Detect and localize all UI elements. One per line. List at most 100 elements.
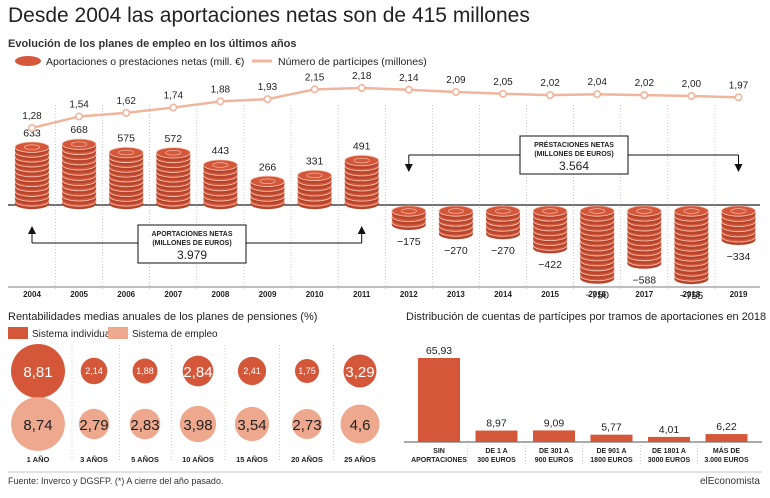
coin-stack-2018 bbox=[674, 205, 709, 220]
arrow-up-icon bbox=[28, 226, 36, 234]
coin-stack-2015 bbox=[532, 205, 568, 220]
period-label: 10 AÑOS bbox=[182, 455, 214, 464]
return-value-label: 2,14 bbox=[85, 366, 103, 376]
bar-value-label: −755 bbox=[680, 290, 704, 302]
participes-point bbox=[404, 85, 413, 94]
page-title: Desde 2004 las aportaciones netas son de… bbox=[8, 4, 530, 27]
bar-value-label: −422 bbox=[538, 259, 562, 271]
legend-individual-label: Sistema individual bbox=[32, 329, 113, 340]
participes-point bbox=[734, 93, 743, 102]
distribution-value-label: 65,93 bbox=[426, 345, 452, 357]
coin-stack-2005 bbox=[61, 138, 97, 153]
participes-value-label: 2,05 bbox=[493, 77, 513, 88]
return-bubble-empleo bbox=[179, 405, 217, 443]
participes-value-label: 1,97 bbox=[729, 80, 749, 91]
return-bubble-empleo bbox=[78, 408, 110, 440]
distribution-value-label: 6,22 bbox=[716, 421, 737, 433]
distribution-category-label: APORTACIONES bbox=[411, 457, 467, 464]
return-value-label: 2,79 bbox=[79, 417, 108, 434]
return-value-label: 3,98 bbox=[183, 417, 212, 434]
distribution-value-label: 9,09 bbox=[544, 417, 565, 429]
footer-source: Fuente: Inverco y DGSFP. (*) A cierre de… bbox=[8, 476, 224, 486]
distribution-category-label: MÁS DE bbox=[713, 446, 741, 455]
return-value-label: 8,81 bbox=[23, 364, 52, 381]
return-value-label: 2,84 bbox=[183, 364, 212, 381]
return-value-label: 1,88 bbox=[136, 366, 154, 376]
participes-point bbox=[310, 85, 319, 94]
year-tick-label: 2018 bbox=[683, 290, 701, 299]
distribution-bar bbox=[533, 430, 575, 442]
bar-value-label: 668 bbox=[70, 124, 88, 136]
aportaciones-box bbox=[137, 224, 247, 264]
distribution-category-label: 3.000 EUROS bbox=[704, 457, 749, 464]
bar-value-label: −588 bbox=[632, 275, 656, 287]
distribution-bar bbox=[418, 358, 460, 442]
distribution-bar bbox=[648, 436, 690, 442]
bar-value-label: 633 bbox=[23, 127, 41, 139]
return-bubble-empleo bbox=[11, 397, 65, 451]
participes-point bbox=[263, 95, 272, 104]
coin-stack-2008 bbox=[202, 159, 238, 174]
prestaciones-box-value: 3.564 bbox=[559, 159, 589, 173]
return-bubble-individual bbox=[11, 344, 65, 398]
bar-value-label: 572 bbox=[165, 133, 183, 145]
bar-value-label: 331 bbox=[306, 155, 324, 167]
bar-value-label: 266 bbox=[259, 161, 277, 173]
return-value-label: 2,73 bbox=[292, 417, 321, 434]
coin-stack-2014 bbox=[485, 205, 521, 220]
prestaciones-box-label: (MILLONES DE EUROS) bbox=[534, 151, 613, 158]
section2-title: Rentabilidades medias anuales de los pla… bbox=[8, 311, 318, 323]
year-tick-label: 2011 bbox=[353, 290, 371, 299]
coin-stack-2010 bbox=[297, 169, 333, 184]
bar-value-label: −270 bbox=[491, 245, 515, 257]
participes-value-label: 2,18 bbox=[352, 71, 372, 82]
participes-value-label: 2,02 bbox=[540, 78, 560, 89]
distribution-value-label: 8,97 bbox=[486, 418, 507, 430]
legend-coin-icon bbox=[15, 56, 41, 66]
participes-point bbox=[640, 91, 649, 100]
participes-point bbox=[169, 103, 178, 112]
participes-point bbox=[498, 89, 507, 98]
participes-point bbox=[75, 112, 84, 121]
bar-value-label: −750 bbox=[585, 290, 609, 302]
return-bubble-individual bbox=[343, 354, 377, 388]
bar-value-label: 575 bbox=[117, 133, 135, 145]
prestaciones-box-label: PRÉSTACIONES NETAS bbox=[534, 140, 614, 149]
distribution-category-label: 300 EUROS bbox=[477, 457, 516, 464]
participes-value-label: 2,15 bbox=[305, 72, 325, 83]
page-subtitle: Evolución de los planes de empleo en los… bbox=[8, 38, 297, 50]
coin-stack-2006 bbox=[108, 146, 144, 161]
participes-point bbox=[593, 90, 602, 99]
return-bubble-individual bbox=[80, 357, 108, 385]
return-value-label: 2,83 bbox=[130, 417, 159, 434]
coin-stack-2007 bbox=[155, 147, 191, 161]
bar-value-label: 443 bbox=[212, 145, 230, 157]
participes-value-label: 1,74 bbox=[164, 91, 184, 102]
aportaciones-box-label: APORTACIONES NETAS bbox=[151, 231, 232, 238]
return-bubble-empleo bbox=[340, 404, 380, 444]
year-tick-label: 2017 bbox=[635, 290, 653, 299]
coin-stack-2019 bbox=[721, 205, 756, 220]
distribution-value-label: 5,77 bbox=[601, 422, 622, 434]
distribution-bar bbox=[705, 434, 748, 442]
participes-point bbox=[451, 88, 460, 97]
participes-point bbox=[357, 84, 366, 93]
distribution-category-label: DE 901 A bbox=[596, 448, 626, 455]
return-value-label: 3,54 bbox=[237, 417, 266, 434]
period-label: 3 AÑOS bbox=[80, 455, 108, 464]
bar-value-label: −175 bbox=[397, 236, 421, 248]
coin-stack-2016 bbox=[579, 205, 615, 220]
participes-point bbox=[216, 97, 225, 106]
participes-value-label: 1,88 bbox=[211, 84, 231, 95]
participes-value-label: 1,93 bbox=[258, 82, 278, 93]
coin-stack-2009 bbox=[250, 175, 285, 190]
distribution-category-label: DE 301 A bbox=[539, 448, 569, 455]
period-label: 25 AÑOS bbox=[344, 455, 376, 464]
arrow-down-icon bbox=[404, 164, 413, 172]
participes-line bbox=[31, 86, 739, 130]
distribution-category-label: DE 1801 A bbox=[652, 448, 686, 455]
legend-aportaciones-label: Aportaciones o prestaciones netas (mill.… bbox=[46, 56, 244, 68]
bar-value-label: 491 bbox=[353, 140, 371, 152]
year-tick-label: 2019 bbox=[730, 290, 748, 299]
